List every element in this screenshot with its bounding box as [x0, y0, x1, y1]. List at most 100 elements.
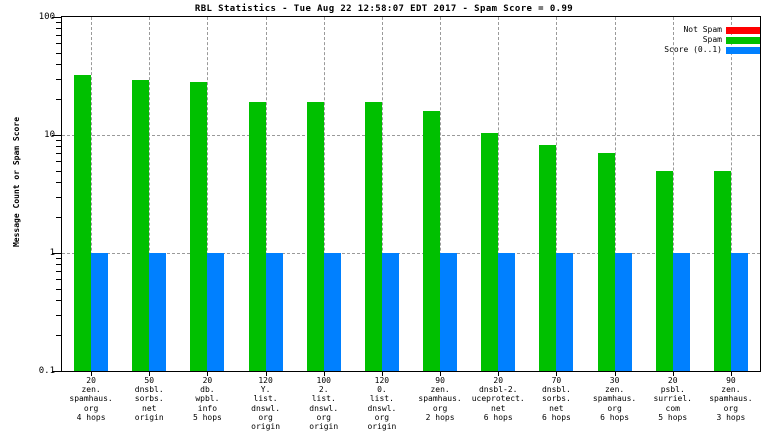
x-axis-tick — [731, 371, 732, 376]
y-axis-tick-minor — [56, 279, 61, 281]
bar-score — [731, 253, 748, 371]
bar-spam — [423, 110, 440, 371]
y-axis-tick-minor — [56, 99, 61, 101]
y-axis-tick-major — [52, 135, 61, 136]
bar-spam — [249, 102, 266, 371]
x-axis-tick — [615, 371, 616, 376]
bar-score — [266, 253, 283, 371]
y-axis-tick-minor — [56, 288, 61, 290]
x-axis-category-label: 20 dnsbl-2. uceprotect. net 6 hops — [471, 376, 525, 422]
y-axis-tick-minor — [56, 153, 61, 155]
y-axis-tick-minor — [56, 299, 61, 301]
gridline-vertical — [324, 17, 325, 371]
chart-legend: Not Spam Spam Score (0..1) — [664, 25, 760, 55]
y-axis-tick-minor — [56, 43, 61, 45]
y-axis-tick-minor — [56, 63, 61, 65]
y-axis-tick-label: 100 — [38, 12, 55, 22]
legend-entry-label: Score (0..1) — [664, 45, 722, 54]
y-axis-tick-major — [52, 253, 61, 254]
bar-spam — [365, 102, 382, 371]
x-axis-tick — [498, 371, 499, 376]
gridline-vertical — [266, 17, 267, 371]
y-axis-tick-label: 0.1 — [38, 366, 55, 376]
y-axis-tick-minor — [56, 140, 61, 142]
x-axis-category-label: 90 zen. spamhaus. org 2 hops — [418, 376, 462, 422]
gridline-vertical — [615, 17, 616, 371]
legend-entry-label: Not Spam — [683, 25, 722, 34]
legend-entry: Spam — [664, 35, 760, 45]
gridline-vertical — [149, 17, 150, 371]
legend-color-swatch — [726, 26, 760, 34]
bar-score — [440, 253, 457, 371]
bar-spam — [714, 170, 731, 371]
x-axis-tick — [440, 371, 441, 376]
x-axis-category-label: 100 2. list. dnswl. org origin — [309, 376, 339, 432]
x-axis-tick — [324, 371, 325, 376]
gridline-vertical — [382, 17, 383, 371]
x-axis-category-label: 20 zen. spamhaus. org 4 hops — [69, 376, 113, 422]
x-axis-tick — [673, 371, 674, 376]
bar-score — [498, 253, 515, 371]
y-axis-tick-minor — [56, 217, 61, 219]
x-axis-tick — [382, 371, 383, 376]
x-axis-tick — [556, 371, 557, 376]
y-axis-tick-minor — [56, 314, 61, 316]
bar-score — [673, 253, 690, 371]
x-axis-category-label: 50 dnsbl. sorbs. net origin — [134, 376, 164, 422]
y-axis-tick-label: 1 — [49, 248, 55, 258]
y-axis-tick-minor — [56, 264, 61, 266]
gridline-vertical — [440, 17, 441, 371]
bar-spam — [307, 102, 324, 371]
gridline-horizontal — [62, 253, 760, 254]
gridline-vertical — [91, 17, 92, 371]
y-axis-tick-minor — [56, 35, 61, 37]
gridline-vertical — [673, 17, 674, 371]
bar-score — [149, 253, 166, 371]
bar-spam — [74, 75, 91, 371]
x-axis-tick — [149, 371, 150, 376]
y-axis-tick-minor — [56, 146, 61, 148]
x-axis-tick — [91, 371, 92, 376]
legend-color-swatch — [726, 36, 760, 44]
bar-spam — [190, 82, 207, 371]
bar-spam — [132, 80, 149, 371]
y-axis-tick-major — [52, 17, 61, 18]
chart-title: RBL Statistics - Tue Aug 22 12:58:07 EDT… — [194, 4, 574, 14]
legend-entry: Not Spam — [664, 25, 760, 35]
y-axis-tick-minor — [56, 170, 61, 172]
bar-spam — [539, 145, 556, 371]
y-axis-tick-label: 10 — [44, 130, 55, 140]
y-axis-tick-major — [52, 371, 61, 372]
bar-spam — [598, 153, 615, 371]
y-axis-tick-minor — [56, 258, 61, 260]
legend-entry: Score (0..1) — [664, 45, 760, 55]
gridline-vertical — [731, 17, 732, 371]
bar-spam — [656, 170, 673, 371]
y-axis-tick-minor — [56, 52, 61, 54]
x-axis-tick — [207, 371, 208, 376]
gridline-vertical — [498, 17, 499, 371]
y-axis-tick-minor — [56, 78, 61, 80]
plot-frame — [61, 16, 761, 372]
x-axis-category-label: 30 zen. spamhaus. org 6 hops — [592, 376, 637, 422]
gridline-vertical — [556, 17, 557, 371]
bar-spam — [481, 132, 498, 371]
bar-score — [207, 253, 224, 371]
x-axis-category-label: 20 psbl. surriel. com 5 hops — [653, 376, 692, 422]
x-axis-category-label: 20 db. wpbl. info 5 hops — [192, 376, 222, 422]
x-axis-tick — [266, 371, 267, 376]
bar-score — [615, 253, 632, 371]
y-axis-tick-minor — [56, 271, 61, 273]
x-axis-category-label: 70 dnsbl. sorbs. net 6 hops — [541, 376, 571, 422]
y-axis-tick-minor — [56, 161, 61, 163]
y-axis-tick-minor — [56, 335, 61, 337]
y-axis-tick-minor — [56, 28, 61, 30]
bar-score — [324, 253, 341, 371]
x-axis-category-label: 120 0. list. dnswl. org origin — [367, 376, 397, 432]
x-axis-category-label: 120 Y. list. dnswl. org origin — [251, 376, 281, 432]
y-axis-tick-minor — [56, 181, 61, 183]
x-axis-category-label: 90 zen. spamhaus. org 3 hops — [709, 376, 753, 422]
y-axis-tick-minor — [56, 22, 61, 24]
y-axis-tick-minor — [56, 196, 61, 198]
